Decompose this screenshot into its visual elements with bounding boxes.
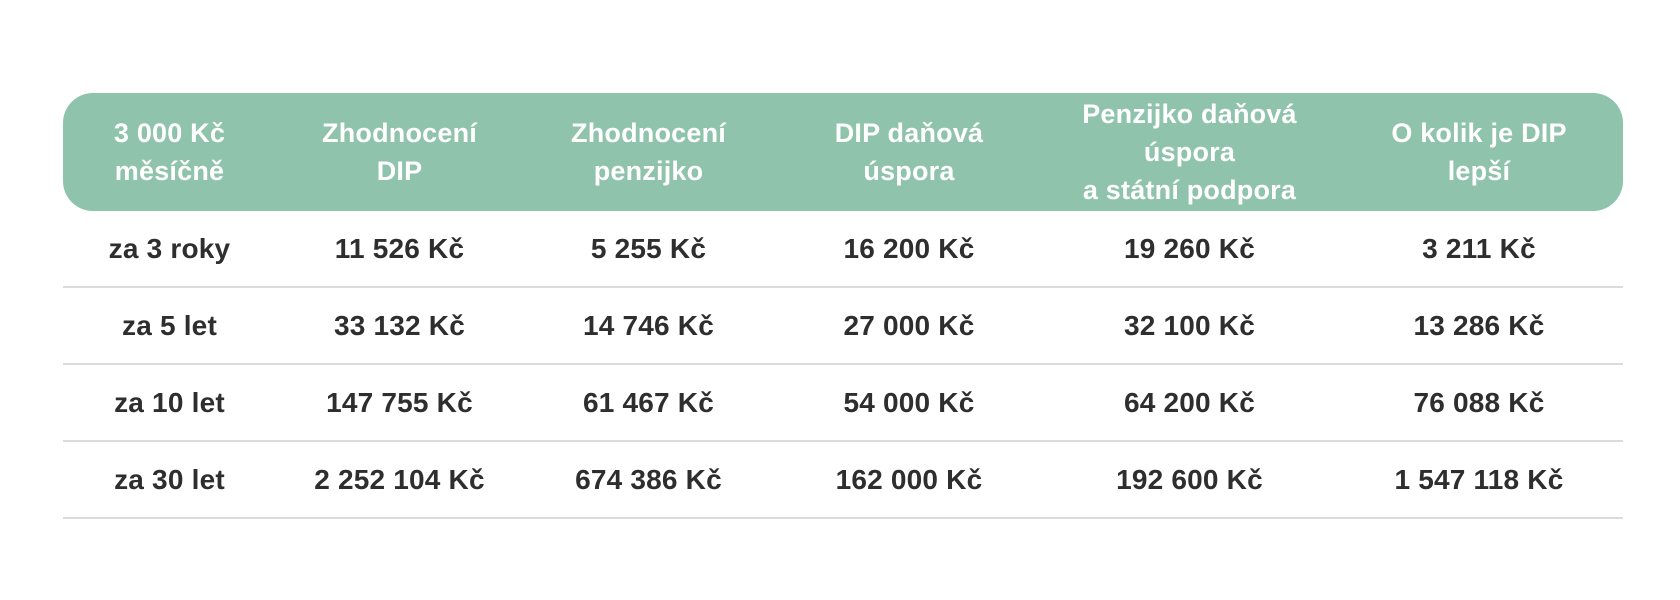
- period-label: za 30 let: [114, 463, 225, 495]
- period-label: za 10 let: [114, 386, 225, 418]
- table-row-za-30-let: za 30 let 2 252 104 Kč 674 386 Kč 162 00…: [63, 442, 1623, 519]
- period-label: za 3 roky: [108, 232, 231, 264]
- value-zhodnoceni-penzijko: 674 386 Kč: [575, 463, 722, 495]
- table-header-row: 3 000 Kč měsíčně Zhodnocení DIP Zhodnoce…: [63, 93, 1623, 211]
- value-zhodnoceni-dip: 2 252 104 Kč: [314, 463, 485, 495]
- value-zhodnoceni-dip: 11 526 Kč: [334, 232, 465, 264]
- value-zhodnoceni-dip: 147 755 Kč: [326, 386, 473, 418]
- header-cell-zhodnoceni-penzijko: Zhodnocení penzijko: [571, 118, 726, 186]
- value-o-kolik-je-dip-lepsi: 1 547 118 Kč: [1394, 463, 1564, 495]
- value-zhodnoceni-penzijko: 61 467 Kč: [582, 386, 714, 418]
- value-o-kolik-je-dip-lepsi: 3 211 Kč: [1422, 232, 1536, 264]
- value-zhodnoceni-penzijko: 14 746 Kč: [582, 309, 714, 341]
- value-penzijko-uspora-podpora: 64 200 Kč: [1123, 386, 1255, 418]
- header-cell-monthly-amount: 3 000 Kč měsíčně: [113, 118, 226, 186]
- period-label: za 5 let: [122, 309, 217, 341]
- header-cell-zhodnoceni-dip: Zhodnocení DIP: [322, 118, 477, 186]
- table-row-za-5-let: za 5 let 33 132 Kč 14 746 Kč 27 000 Kč 3…: [63, 288, 1623, 365]
- value-penzijko-uspora-podpora: 32 100 Kč: [1123, 309, 1255, 341]
- value-dip-danova-uspora: 16 200 Kč: [843, 232, 975, 264]
- value-o-kolik-je-dip-lepsi: 13 286 Kč: [1413, 309, 1545, 341]
- header-cell-o-kolik-je-dip-lepsi: O kolik je DIP lepší: [1391, 118, 1567, 186]
- value-zhodnoceni-penzijko: 5 255 Kč: [590, 232, 707, 264]
- header-cell-penzijko-uspora-podpora: Penzijko daňová úspora a státní podpora: [1082, 99, 1297, 205]
- value-penzijko-uspora-podpora: 192 600 Kč: [1116, 463, 1263, 495]
- value-dip-danova-uspora: 162 000 Kč: [835, 463, 983, 495]
- value-dip-danova-uspora: 54 000 Kč: [843, 386, 975, 418]
- value-zhodnoceni-dip: 33 132 Kč: [333, 309, 465, 341]
- header-cell-dip-danova-uspora: DIP daňová úspora: [834, 118, 984, 186]
- value-o-kolik-je-dip-lepsi: 76 088 Kč: [1413, 386, 1545, 418]
- value-penzijko-uspora-podpora: 19 260 Kč: [1123, 232, 1255, 264]
- dip-vs-penzijko-comparison-table: 3 000 Kč měsíčně Zhodnocení DIP Zhodnoce…: [63, 93, 1623, 519]
- table-row-za-3-roky: za 3 roky 11 526 Kč 5 255 Kč 16 200 Kč 1…: [63, 211, 1623, 288]
- table-row-za-10-let: za 10 let 147 755 Kč 61 467 Kč 54 000 Kč…: [63, 365, 1623, 442]
- value-dip-danova-uspora: 27 000 Kč: [843, 309, 975, 341]
